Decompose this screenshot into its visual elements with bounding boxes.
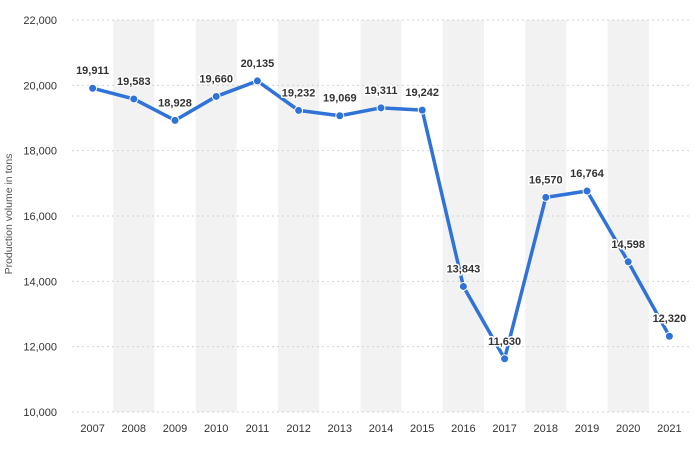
x-tick-label: 2008 [122, 423, 146, 435]
y-tick-label: 12,000 [23, 342, 57, 354]
data-label-halo: 19,583 [117, 76, 151, 88]
data-label: 18,928 [158, 97, 192, 109]
x-tick-label: 2017 [492, 423, 516, 435]
data-label: 16,764 [570, 168, 605, 180]
data-point [500, 354, 510, 364]
data-label-halo: 19,232 [282, 87, 316, 99]
y-tick-label: 20,000 [23, 80, 57, 92]
data-label-halo: 20,135 [241, 58, 275, 70]
data-point [294, 105, 304, 115]
data-label-halo: 19,311 [364, 85, 397, 97]
data-point [88, 83, 98, 93]
data-point [582, 186, 592, 196]
data-label: 19,242 [405, 87, 439, 99]
x-tick-label: 2013 [328, 423, 352, 435]
x-tick-label: 2015 [410, 423, 434, 435]
data-label: 16,570 [529, 174, 563, 186]
data-label-halo: 12,320 [653, 313, 687, 325]
data-point [541, 192, 551, 202]
data-point [335, 111, 345, 121]
data-label-halo: 14,598 [611, 239, 645, 251]
data-point [376, 103, 386, 113]
x-tick-label: 2021 [657, 423, 681, 435]
data-label-halo: 19,242 [405, 87, 439, 99]
data-label-halo: 19,911 [76, 65, 109, 77]
data-label: 20,135 [241, 58, 275, 70]
data-label: 19,911 [76, 65, 109, 77]
data-point [129, 94, 139, 104]
column-band [360, 20, 402, 412]
y-axis-title: Production volume in tons [3, 154, 15, 275]
data-label-halo: 16,764 [570, 168, 605, 180]
data-label-halo: 13,843 [447, 263, 481, 275]
data-point [170, 115, 180, 125]
y-tick-label: 16,000 [23, 211, 57, 223]
data-label: 19,583 [117, 76, 151, 88]
data-label-halo: 18,928 [158, 97, 192, 109]
x-tick-label: 2020 [616, 423, 640, 435]
data-points [88, 76, 674, 364]
x-tick-label: 2016 [451, 423, 475, 435]
data-label: 19,069 [323, 93, 357, 105]
x-tick-label: 2007 [80, 423, 104, 435]
data-point [211, 91, 221, 101]
data-label-halo: 11,630 [488, 336, 521, 348]
data-label: 19,660 [199, 73, 233, 85]
x-tick-label: 2014 [369, 423, 393, 435]
data-point [417, 105, 427, 115]
x-axis-ticks: 2007 2008 2009 2010 2011 2012 2013 2014 2015 2016… [80, 423, 681, 435]
data-point [623, 257, 633, 267]
y-tick-label: 22,000 [23, 15, 57, 27]
x-tick-label: 2011 [246, 423, 270, 435]
y-tick-label: 14,000 [23, 276, 57, 288]
data-point [664, 331, 674, 341]
x-tick-label: 2012 [286, 423, 310, 435]
data-label-halo: 19,069 [323, 93, 357, 105]
data-label: 13,843 [447, 263, 481, 275]
data-point [458, 281, 468, 291]
data-label: 11,630 [488, 336, 521, 348]
data-labels: 19,91119,91119,58319,58318,92818,92819,6… [75, 56, 688, 349]
y-tick-label: 10,000 [23, 407, 57, 419]
y-axis-ticks: 10,000 12,000 14,000 16,000 18,000 20,000 22,0… [23, 15, 57, 419]
data-point [252, 76, 262, 86]
x-tick-label: 2009 [163, 423, 187, 435]
data-label-halo: 16,570 [529, 174, 563, 186]
x-tick-label: 2019 [575, 423, 599, 435]
data-label-halo: 19,660 [199, 73, 233, 85]
x-tick-label: 2010 [204, 423, 228, 435]
column-band [525, 20, 567, 412]
data-label: 12,320 [653, 313, 687, 325]
data-label: 14,598 [611, 239, 645, 251]
data-label: 19,311 [364, 85, 397, 97]
x-tick-label: 2018 [534, 423, 558, 435]
gridlines [72, 19, 690, 413]
data-label: 19,232 [282, 87, 316, 99]
y-tick-label: 18,000 [23, 146, 57, 158]
